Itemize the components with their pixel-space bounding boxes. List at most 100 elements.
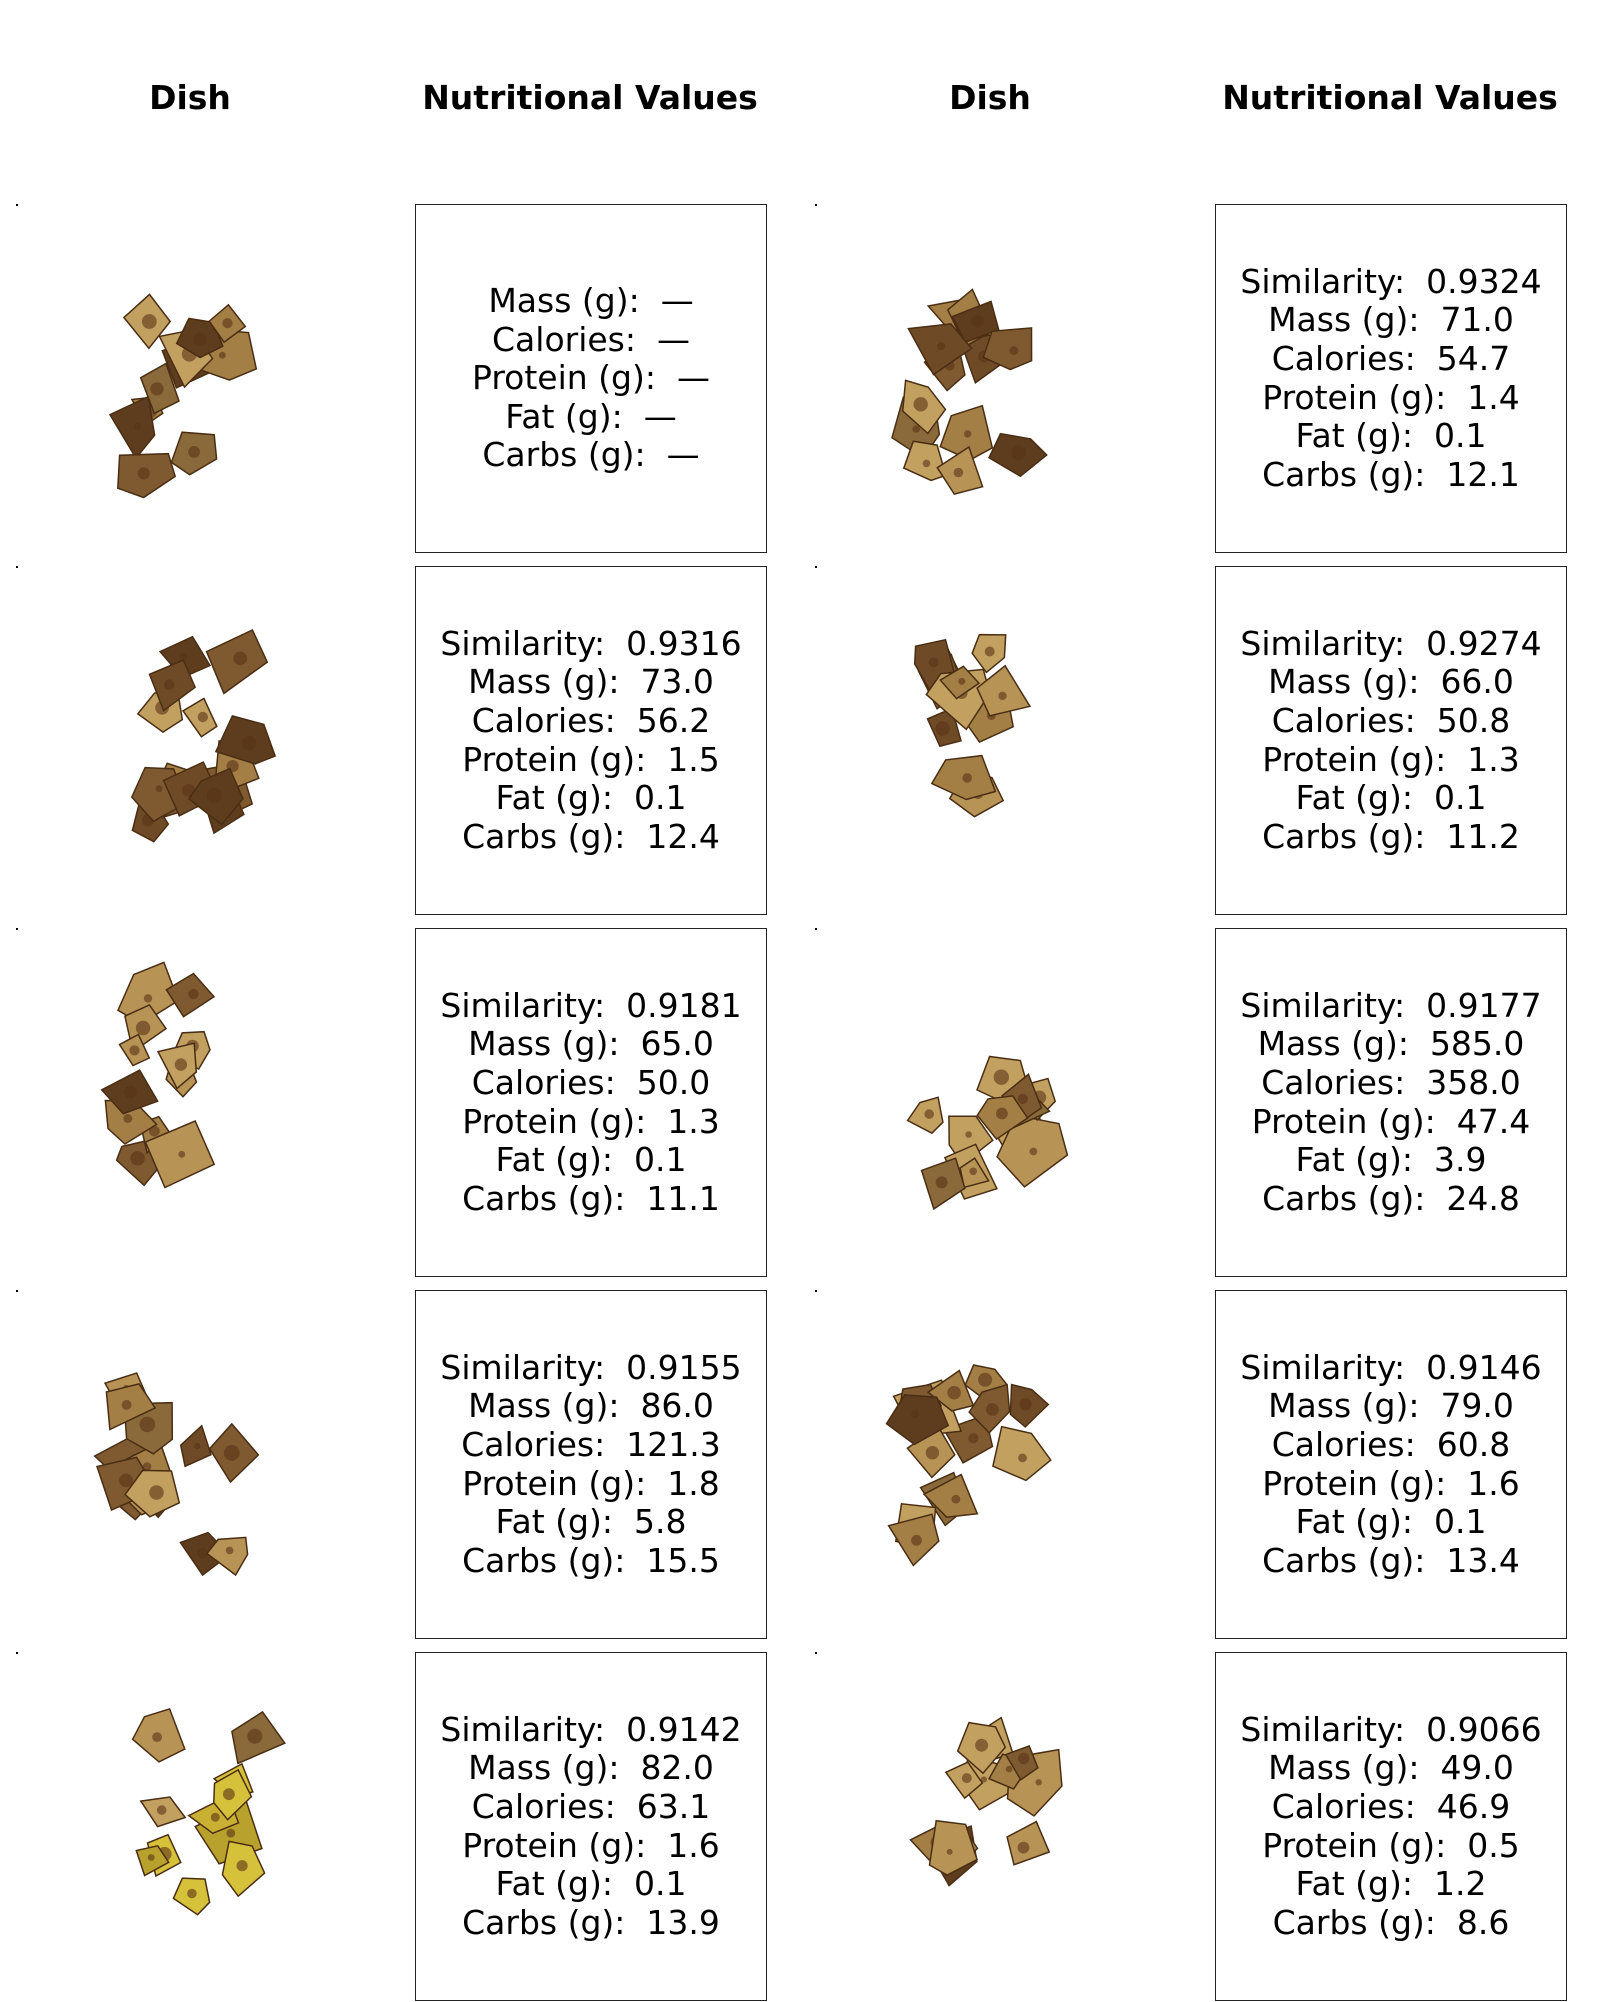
nutrition-mass-line: Mass (g): —	[488, 281, 693, 321]
nutrition-protein-line: Protein (g): 1.6	[462, 1825, 719, 1866]
nutrition-mass-label: Mass (g):	[468, 662, 620, 702]
nutrition-protein-value: 47.4	[1456, 1101, 1531, 1141]
nutrition-calories-value: 50.8	[1436, 700, 1511, 740]
nutrition-protein-label: Protein (g):	[472, 358, 656, 398]
nutrition-mass-label: Mass (g):	[1268, 300, 1420, 340]
axis-tick-mark	[16, 204, 18, 206]
nutrition-carbs-value: 8.6	[1456, 1902, 1510, 1942]
nutrition-similarity-value: 0.9316	[626, 623, 742, 663]
nutrition-panel: Similarity: 0.9146 Mass (g): 79.0 Calories…	[1215, 1290, 1567, 1639]
nutrition-similarity-value: 0.9155	[626, 1347, 742, 1387]
nutrition-calories-value: 46.9	[1436, 1786, 1511, 1826]
nutrition-mass-value: 49.0	[1440, 1748, 1514, 1788]
nutrition-calories-label: Calories:	[471, 1062, 616, 1102]
nutrition-mass-line: Mass (g): 49.0	[1268, 1749, 1514, 1788]
nutrition-fat-line: Fat (g): 0.1	[1295, 1502, 1487, 1542]
nutrition-carbs-value: 12.4	[646, 816, 720, 856]
nutrition-calories-line: Calories: 46.9	[1272, 1786, 1511, 1827]
nutrition-similarity-line: Similarity: 0.9274	[1240, 623, 1542, 664]
axis-tick-mark	[815, 204, 817, 206]
nutrition-fat-label: Fat (g):	[495, 1864, 613, 1904]
nutrition-mass-label: Mass (g):	[1268, 662, 1420, 702]
nutrition-similarity-line: Similarity: 0.9177	[1240, 985, 1542, 1026]
nutrition-panel: Similarity: 0.9177 Mass (g): 585.0 Calorie…	[1215, 928, 1567, 1277]
nutrition-similarity-label: Similarity:	[440, 1347, 606, 1387]
dish-image	[830, 204, 1140, 554]
nutrition-fat-line: Fat (g): 0.1	[495, 1864, 687, 1904]
dish-image	[830, 1290, 1140, 1640]
nutrition-mass-label: Mass (g):	[1268, 1386, 1420, 1426]
nutrition-fat-value: 0.1	[1433, 416, 1487, 456]
nutrition-protein-line: Protein (g): 47.4	[1252, 1101, 1531, 1142]
nutrition-protein-line: Protein (g): 1.6	[1262, 1463, 1519, 1504]
nutrition-similarity-value: 0.9177	[1426, 985, 1542, 1025]
nutrition-mass-line: Mass (g): 79.0	[1268, 1387, 1514, 1426]
nutrition-calories-value: 56.2	[636, 700, 711, 740]
nutrition-fat-line: Fat (g): 5.8	[495, 1502, 687, 1542]
nutrition-carbs-value: 11.2	[1446, 816, 1520, 856]
nutrition-calories-line: Calories: 56.2	[471, 700, 711, 741]
nutrition-calories-line: Calories: 63.1	[472, 1787, 710, 1827]
axis-tick-mark	[815, 928, 817, 930]
nutrition-carbs-value: 13.4	[1446, 1540, 1520, 1580]
nutrition-carbs-value: 13.9	[646, 1902, 720, 1942]
nutrition-mass-label: Mass (g):	[468, 1024, 620, 1064]
axis-tick-mark	[815, 1652, 817, 1654]
nutrition-carbs-value: 12.1	[1446, 454, 1520, 494]
nutrition-calories-line: Calories: 358.0	[1261, 1062, 1521, 1103]
result-row: Mass (g): — Calories: — Protein (g): — Fat …	[0, 204, 1600, 554]
nutrition-fat-line: Fat (g): 3.9	[1296, 1140, 1487, 1180]
nutrition-fat-line: Fat (g): 0.1	[496, 1140, 687, 1180]
nutrition-similarity-value: 0.9274	[1426, 623, 1542, 663]
nutrition-mass-label: Mass (g):	[1268, 1748, 1420, 1788]
nutrition-fat-value: 0.1	[633, 1864, 687, 1904]
nutrition-mass-label: Mass (g):	[468, 1386, 620, 1426]
nutrition-fat-line: Fat (g): 0.1	[1295, 416, 1487, 456]
nutrition-fat-value: 3.9	[1433, 1140, 1487, 1180]
dish-image	[30, 1652, 340, 2002]
nutrition-similarity-line: Similarity: 0.9142	[440, 1709, 742, 1750]
nutrition-panel: Mass (g): — Calories: — Protein (g): — Fat …	[415, 204, 767, 553]
nutrition-carbs-label: Carbs (g):	[1262, 816, 1426, 856]
nutrition-mass-line: Mass (g): 82.0	[468, 1749, 714, 1788]
nutrition-protein-label: Protein (g):	[462, 739, 647, 779]
result-row: Similarity: 0.9316 Mass (g): 73.0 Calories…	[0, 566, 1600, 916]
nutrition-calories-value: —	[656, 319, 690, 359]
nutrition-calories-line: Calories: 54.7	[1272, 339, 1510, 379]
nutrition-carbs-label: Carbs (g):	[482, 435, 646, 475]
nutrition-protein-label: Protein (g):	[1262, 377, 1447, 417]
nutrition-carbs-line: Carbs (g): —	[482, 436, 699, 475]
nutrition-carbs-label: Carbs (g):	[462, 1902, 626, 1942]
nutrition-protein-label: Protein (g):	[1262, 1463, 1447, 1503]
nutrition-protein-value: —	[676, 358, 710, 398]
result-row: Similarity: 0.9155 Mass (g): 86.0 Calories…	[0, 1290, 1600, 1640]
nutrition-carbs-value: 15.5	[646, 1540, 720, 1580]
nutrition-similarity-value: 0.9142	[626, 1709, 742, 1749]
header-dish-right: Dish	[949, 78, 1031, 117]
nutrition-fat-label: Fat (g):	[1295, 1502, 1413, 1542]
nutrition-calories-label: Calories:	[1271, 700, 1416, 740]
nutrition-panel: Similarity: 0.9324 Mass (g): 71.0 Calories…	[1215, 204, 1567, 553]
nutrition-protein-label: Protein (g):	[462, 1825, 647, 1865]
nutrition-carbs-line: Carbs (g): 12.4	[462, 816, 720, 857]
nutrition-fat-label: Fat (g):	[1295, 416, 1413, 456]
nutrition-calories-value: 358.0	[1426, 1062, 1521, 1102]
nutrition-fat-label: Fat (g):	[495, 1502, 613, 1542]
nutrition-mass-value: 82.0	[640, 1748, 714, 1788]
nutrition-mass-value: 73.0	[640, 662, 714, 702]
axis-tick-mark	[16, 928, 18, 930]
nutrition-protein-line: Protein (g): 1.5	[462, 739, 719, 780]
nutrition-panel: Similarity: 0.9142 Mass (g): 82.0 Calories…	[415, 1652, 767, 2001]
nutrition-similarity-value: 0.9324	[1426, 261, 1542, 301]
nutrition-fat-value: 5.8	[633, 1502, 687, 1542]
header-dish-left: Dish	[149, 78, 231, 117]
nutrition-panel: Similarity: 0.9066 Mass (g): 49.0 Calories…	[1215, 1652, 1567, 2001]
nutrition-mass-value: 65.0	[640, 1024, 714, 1064]
header-nutritional-values-left: Nutritional Values	[422, 78, 758, 117]
nutrition-calories-line: Calories: —	[492, 319, 690, 360]
nutrition-mass-label: Mass (g):	[1257, 1024, 1409, 1064]
nutrition-carbs-line: Carbs (g): 13.9	[462, 1902, 720, 1943]
nutrition-protein-value: 1.4	[1467, 377, 1520, 417]
nutrition-carbs-label: Carbs (g):	[1262, 454, 1426, 494]
nutrition-calories-label: Calories:	[471, 700, 616, 740]
